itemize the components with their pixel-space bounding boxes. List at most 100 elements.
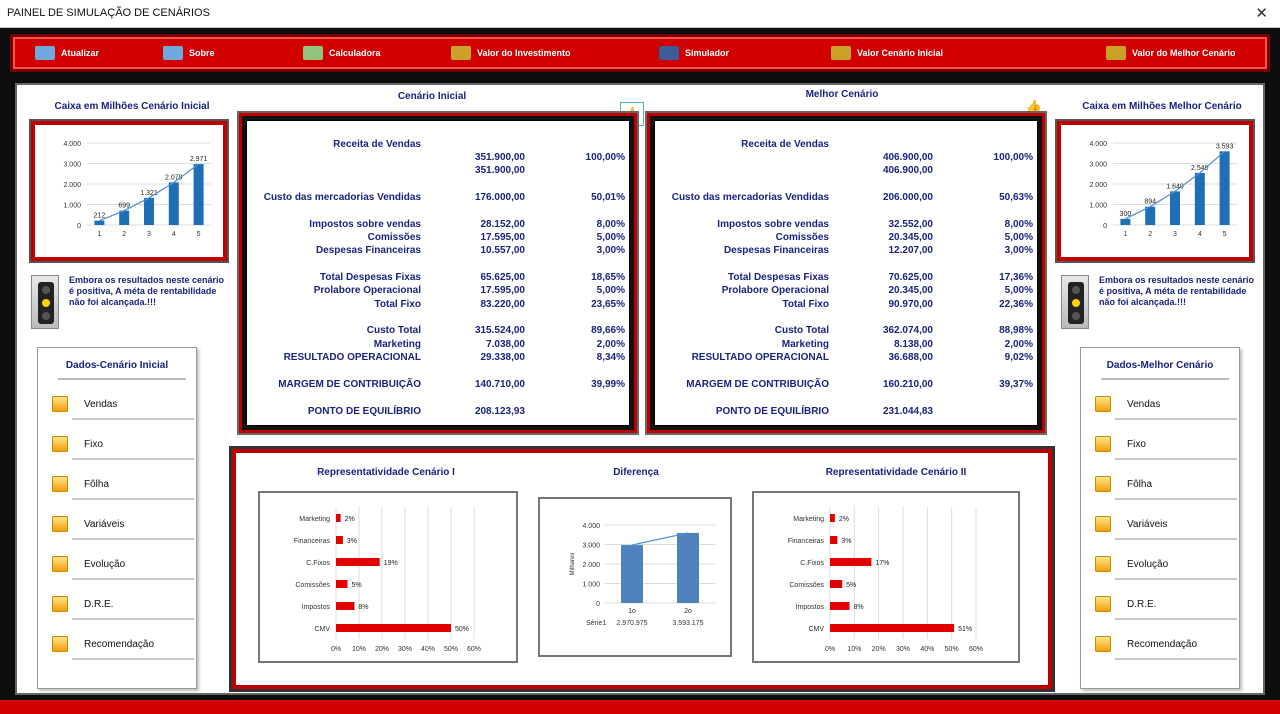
scenario-row: Prolabore Operacional 17.595,00 5,00% — [247, 285, 637, 298]
scenario-row-label: Prolabore Operacional — [313, 285, 421, 296]
toolbar-label: Valor Cenário Inicial — [857, 48, 944, 58]
category-label: Impostos — [796, 604, 825, 611]
scenario-row-label: Despesas Financeiras — [723, 245, 829, 256]
scenario-row: 406.900,00 100,00% — [655, 152, 1045, 165]
y-tick-label: 2.000 — [63, 182, 81, 189]
trend-line — [1125, 150, 1225, 220]
scenario-row-value: 12.207,00 — [888, 245, 934, 256]
toolbar-button-sobre[interactable]: Sobre — [163, 37, 215, 69]
scenario-row-pct: 17,36% — [999, 272, 1033, 283]
right-warning-text: Embora os resultados neste cenário é pos… — [1099, 275, 1255, 307]
x-tick-label: 0% — [331, 646, 341, 653]
scenario-row: RESULTADO OPERACIONAL 36.688,00 9,02% — [655, 352, 1045, 365]
scenario-row-pct: 8,00% — [596, 219, 625, 230]
toolbar-button-calculadora[interactable]: Calculadora — [303, 37, 381, 69]
menu-item-recomendacao[interactable]: Recomendação — [1091, 630, 1237, 666]
scenario-row-pct: 50,01% — [591, 192, 625, 203]
scenario-row-value: 90.970,00 — [888, 299, 934, 310]
toolbar-button-simulador[interactable]: Simulador — [659, 37, 729, 69]
screen-icon — [659, 46, 679, 60]
bar — [336, 602, 355, 610]
x-tick-label: 1 — [1123, 231, 1127, 238]
scenario-row: Custo Total 315.524,00 89,66% — [247, 325, 637, 338]
folder-icon — [52, 596, 68, 612]
data-label: 8% — [358, 604, 368, 611]
bottom-band — [0, 700, 1280, 714]
scenario-row-value: 406.900,00 — [882, 152, 933, 163]
bar — [1219, 151, 1230, 225]
bar — [677, 532, 699, 603]
x-tick-label: 30% — [896, 646, 910, 653]
toolbar-button-valor-melhor-cenario[interactable]: Valor do Melhor Cenário — [1106, 37, 1236, 69]
y-axis-label: Milhares — [570, 553, 576, 576]
scenario-row-pct: 5,00% — [1004, 285, 1033, 296]
menu-item-vendas[interactable]: Vendas — [1091, 390, 1237, 426]
folder-icon — [1095, 516, 1111, 532]
scenario-row-label: Custo Total — [366, 325, 421, 336]
category-label: CMV — [808, 626, 824, 633]
series-label: Série1 — [586, 620, 606, 627]
scenario-row-value: 10.557,00 — [480, 245, 526, 256]
scenario-row-label: Comissões — [367, 232, 421, 243]
menu-item-dre[interactable]: D.R.E. — [1091, 590, 1237, 626]
scenario-row-pct: 2,00% — [596, 339, 625, 350]
scenario-row-value: 17.595,00 — [480, 285, 526, 296]
data-label: 699 — [118, 203, 130, 210]
menu-item-label: Fôlha — [1127, 479, 1153, 490]
right-cash-chart: 0 1.000 2.000 3.000 4.000 300 1 894 2 1.640 3 2.540… — [1055, 119, 1255, 263]
menu-item-variaveis[interactable]: Variáveis — [1091, 510, 1237, 546]
x-tick-label: 4 — [1198, 231, 1202, 238]
x-tick-label: 2 — [1148, 231, 1152, 238]
scenario-initial-panel: Receita de Vendas 351.900,00 100,00% 351.90… — [237, 111, 639, 435]
data-label: 894 — [1144, 199, 1156, 206]
menu-item-folha[interactable]: Fôlha — [1091, 470, 1237, 506]
menu-item-folha[interactable]: Fôlha — [48, 470, 194, 506]
left-cash-chart-svg: 0 1.000 2.000 3.000 4.000 212 1 699 2 1.321 3 2.079… — [63, 141, 211, 238]
data-label: 3% — [841, 538, 851, 545]
folder-icon — [52, 556, 68, 572]
traffic-light-icon — [1061, 275, 1089, 329]
y-tick-label: 0 — [1103, 223, 1107, 230]
scenario-row-value: 83.220,00 — [480, 299, 526, 310]
scenario-row-value: 7.038,00 — [486, 339, 525, 350]
folder-icon — [52, 516, 68, 532]
x-tick-label: 60% — [969, 646, 983, 653]
scenario-row-value: 351.900,00 — [474, 152, 525, 163]
bar — [119, 210, 130, 225]
rep1-chart: 0% 10% 20% 30% 40% 50% 60% Marketing 2% Financeir… — [258, 491, 518, 663]
table-value: 2.970.975 — [616, 620, 647, 627]
rep2-title: Representatividade Cenário II — [825, 467, 967, 478]
data-label: 2.079 — [165, 174, 183, 181]
menu-item-recomendacao[interactable]: Recomendação — [48, 630, 194, 666]
menu-item-evolucao[interactable]: Evolução — [48, 550, 194, 586]
scenario-row-value: 17.595,00 — [480, 232, 526, 243]
menu-item-fixo[interactable]: Fixo — [1091, 430, 1237, 466]
scenario-row-pct: 5,00% — [596, 285, 625, 296]
menu-item-evolucao[interactable]: Evolução — [1091, 550, 1237, 586]
scenario-row-value: 20.345,00 — [888, 285, 934, 296]
y-tick-label: 4.000 — [63, 141, 81, 148]
scenario-row-pct: 8,34% — [596, 352, 625, 363]
app-frame: Atualizar Sobre Calculadora Valor do Inv… — [0, 28, 1280, 714]
toolbar-label: Sobre — [189, 48, 215, 58]
scenario-row-pct: 18,65% — [591, 272, 625, 283]
scenario-row: Total Despesas Fixas 65.625,00 18,65% — [247, 272, 637, 285]
x-tick-label: 60% — [467, 646, 481, 653]
bar — [830, 558, 872, 566]
menu-item-variaveis[interactable]: Variáveis — [48, 510, 194, 546]
menu-item-label: Variáveis — [1127, 519, 1168, 530]
menu-item-vendas[interactable]: Vendas — [48, 390, 194, 426]
scenario-row-value: 65.625,00 — [480, 272, 526, 283]
scenario-row-value: 206.000,00 — [882, 192, 933, 203]
close-icon[interactable]: ✕ — [1255, 5, 1268, 22]
menu-item-fixo[interactable]: Fixo — [48, 430, 194, 466]
toolbar-button-atualizar[interactable]: Atualizar — [35, 37, 99, 69]
toolbar-button-valor-investimento[interactable]: Valor do Investimento — [451, 37, 571, 69]
scenario-row-label: Total Despesas Fixas — [728, 272, 829, 283]
category-label: Impostos — [302, 604, 331, 611]
menu-item-dre[interactable]: D.R.E. — [48, 590, 194, 626]
scenario-row-value: 362.074,00 — [882, 325, 933, 336]
bar-chart-icon — [831, 46, 851, 60]
x-tick-label: 20% — [375, 646, 389, 653]
toolbar-button-valor-cenario-inicial[interactable]: Valor Cenário Inicial — [831, 37, 943, 69]
